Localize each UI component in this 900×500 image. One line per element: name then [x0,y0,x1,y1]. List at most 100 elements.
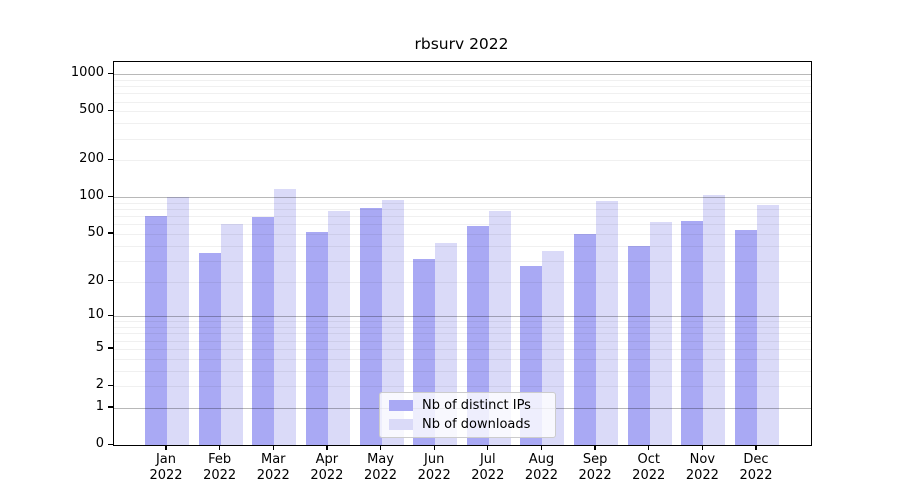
gridline-minor-800 [114,86,811,88]
x-tick-mark-mar [272,445,274,451]
x-tick-mark-may [379,445,382,451]
gridline-minor-200 [114,160,811,162]
gridline-major-10 [114,316,811,318]
bar-downloads-dec [757,204,779,445]
gridline-minor-900 [114,79,811,81]
y-tick-mark-1 [108,406,113,408]
y-tick-label-5: 5 [95,339,104,355]
gridline-minor-300 [114,138,811,140]
plot-area [113,61,812,446]
bar-distinct-ips-apr [305,231,328,445]
y-tick-mark-100 [108,195,113,198]
legend-swatch-downloads [389,419,413,430]
y-tick-mark-50 [108,232,113,234]
y-tick-label-1000: 1000 [70,65,104,81]
gridline-minor-700 [114,93,811,95]
x-tick-mark-jan [165,445,167,451]
bar-downloads-jul [488,211,511,445]
gridline-minor-5 [114,348,811,350]
gridline-minor-80 [114,209,811,211]
y-tick-label-500: 500 [79,102,104,118]
gridline-minor-2 [114,386,811,388]
y-tick-mark-2 [108,384,113,386]
y-tick-mark-0 [108,443,113,445]
y-tick-label-1: 1 [95,398,104,414]
gridline-minor-8 [114,327,811,329]
gridline-minor-70 [114,216,811,218]
x-tick-label-sep: Sep 2022 [578,452,612,483]
x-tick-label-feb: Feb 2022 [203,452,237,483]
x-tick-label-mar: Mar 2022 [256,452,290,483]
bar-distinct-ips-feb [198,252,221,445]
x-tick-label-oct: Oct 2022 [632,452,666,483]
y-tick-label-50: 50 [87,224,104,240]
y-tick-label-20: 20 [87,272,104,288]
x-tick-mark-apr [326,445,328,451]
x-tick-mark-oct [648,445,650,451]
bar-downloads-oct [649,221,672,445]
gridline-minor-600 [114,101,811,103]
y-tick-mark-200 [108,158,113,161]
gridline-minor-60 [114,224,811,226]
gridline-minor-500 [114,111,811,113]
gridline-major-100 [114,197,811,199]
x-tick-mark-jun [433,445,435,451]
legend-label-distinct-ips: Nb of distinct IPs [422,398,531,413]
x-tick-mark-feb [218,445,221,451]
gridline-minor-90 [114,202,811,204]
x-tick-label-jul: Jul 2022 [471,452,505,483]
x-tick-label-nov: Nov 2022 [685,452,719,483]
y-tick-mark-1000 [108,72,113,75]
x-tick-label-dec: Dec 2022 [739,452,773,483]
y-tick-label-2: 2 [95,377,104,393]
y-tick-mark-10 [108,314,113,317]
bar-downloads-may [381,199,404,445]
y-tick-label-10: 10 [87,307,104,323]
legend: Nb of distinct IPs Nb of downloads [379,392,556,438]
legend-swatch-distinct-ips [389,400,413,411]
gridline-minor-3 [114,370,811,372]
y-tick-mark-500 [108,109,113,112]
gridline-minor-20 [114,281,811,283]
x-tick-label-jun: Jun 2022 [417,452,451,483]
gridline-minor-40 [114,245,811,247]
x-tick-label-jan: Jan 2022 [149,452,183,483]
x-tick-mark-dec [755,445,757,451]
y-tick-label-200: 200 [79,151,104,167]
bar-distinct-ips-nov [681,220,704,445]
gridline-minor-30 [114,260,811,262]
bar-downloads-feb [220,223,243,445]
gridline-minor-9 [114,321,811,323]
bar-distinct-ips-oct [627,245,650,445]
bar-downloads-apr [327,210,350,445]
x-tick-label-apr: Apr 2022 [310,452,344,483]
bar-distinct-ips-may [359,207,382,445]
bar-distinct-ips-sep [574,234,597,445]
gridline-minor-7 [114,333,811,335]
x-tick-mark-aug [540,445,543,451]
x-tick-mark-nov [701,445,703,451]
x-tick-mark-jul [487,445,489,451]
bar-distinct-ips-jul [466,226,489,445]
x-tick-label-aug: Aug 2022 [524,452,558,483]
bar-distinct-ips-dec [735,229,757,445]
y-tick-label-0: 0 [95,436,104,451]
gridline-minor-4 [114,358,811,360]
bar-distinct-ips-jan [145,216,167,445]
bar-downloads-nov [703,194,726,445]
bar-downloads-sep [596,201,619,445]
legend-label-downloads: Nb of downloads [422,417,531,432]
legend-entry-downloads: Nb of downloads [389,417,555,433]
gridline-minor-6 [114,340,811,342]
legend-entry-distinct-ips: Nb of distinct IPs [389,398,555,414]
y-tick-label-100: 100 [79,188,104,204]
gridline-minor-400 [114,123,811,125]
bar-downloads-mar [274,188,297,445]
chart-title: rbsurv 2022 [414,35,509,53]
y-tick-mark-5 [108,347,113,349]
y-tick-mark-20 [108,280,113,282]
x-tick-label-may: May 2022 [363,452,398,483]
x-tick-mark-sep [594,445,596,451]
bar-downloads-jan [167,197,189,445]
